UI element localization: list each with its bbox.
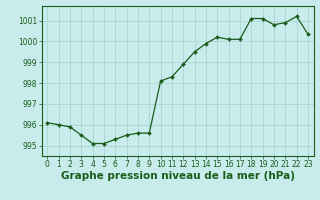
- X-axis label: Graphe pression niveau de la mer (hPa): Graphe pression niveau de la mer (hPa): [60, 171, 295, 181]
